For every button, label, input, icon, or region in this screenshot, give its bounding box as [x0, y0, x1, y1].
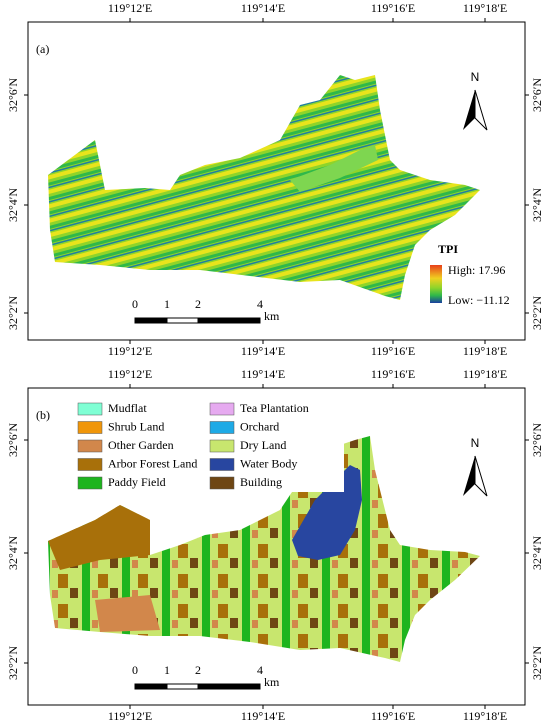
- legend-label: Dry Land: [240, 438, 286, 452]
- lat-label: 32°2′N: [6, 646, 20, 680]
- legend-label: Building: [240, 475, 282, 489]
- lon-label: 119°14′E: [241, 367, 285, 381]
- legend-swatch: [77, 402, 103, 416]
- legend-swatch: [77, 421, 103, 434]
- legend-label: Orchard: [240, 419, 279, 433]
- scale-bar: [134, 683, 168, 690]
- scale-bar: [166, 683, 199, 690]
- scale-label: 2: [195, 297, 201, 311]
- tpi-ramp: [430, 265, 442, 303]
- legend-box: [72, 400, 344, 492]
- lon-label: 119°16′E: [371, 367, 415, 381]
- scale-label: 0: [132, 297, 138, 311]
- lon-label: 119°18′E: [463, 1, 507, 15]
- legend-label: Shrub Land: [108, 419, 164, 433]
- land-use-map: [48, 436, 480, 662]
- scale-bar: [166, 317, 199, 324]
- river: [290, 145, 378, 192]
- lat-label: 32°4′N: [6, 536, 20, 570]
- lon-label: 119°16′E: [371, 344, 415, 358]
- lat-label: 32°4′N: [530, 536, 544, 570]
- lon-label: 119°18′E: [463, 709, 507, 723]
- panel-label: (b): [36, 408, 50, 422]
- lat-label: 32°6′N: [530, 423, 544, 457]
- scale-label: 2: [195, 663, 201, 677]
- lon-label: 119°12′E: [108, 344, 152, 358]
- lon-label: 119°16′E: [371, 1, 415, 15]
- lat-label: 32°2′N: [530, 646, 544, 680]
- legend-swatch: [209, 439, 235, 453]
- lon-label: 119°12′E: [108, 709, 152, 723]
- scale-bar: [134, 317, 168, 324]
- legend-label: Paddy Field: [108, 475, 166, 489]
- lon-label: 119°12′E: [108, 1, 152, 15]
- scale-label: 0: [132, 663, 138, 677]
- legend-label: Other Garden: [108, 438, 174, 452]
- lon-label: 119°18′E: [463, 367, 507, 381]
- legend-swatch: [77, 439, 103, 453]
- lon-label: 119°16′E: [371, 709, 415, 723]
- lat-label: 32°6′N: [530, 78, 544, 112]
- lon-label: 119°18′E: [463, 344, 507, 358]
- legend-swatch: [209, 458, 235, 471]
- scale-unit: km: [264, 309, 280, 323]
- lon-label: 119°14′E: [241, 344, 285, 358]
- lon-label: 119°12′E: [108, 367, 152, 381]
- lon-label: 119°14′E: [241, 1, 285, 15]
- tpi-map: [48, 75, 480, 300]
- scale-unit: km: [264, 675, 280, 689]
- lat-label: 32°4′N: [6, 188, 20, 222]
- scale-label: 1: [164, 663, 170, 677]
- legend-swatch: [209, 402, 235, 416]
- legend-high: High: 17.96: [448, 263, 505, 277]
- scale-label: 4: [257, 663, 263, 677]
- lat-label: 32°2′N: [6, 296, 20, 330]
- legend-label: Mudflat: [108, 401, 147, 415]
- lat-label: 32°6′N: [6, 423, 20, 457]
- legend-label: Arbor Forest Land: [108, 456, 197, 470]
- scale-bar: [197, 317, 261, 324]
- panel-label: (a): [36, 42, 49, 56]
- lon-label: 119°14′E: [241, 709, 285, 723]
- water-body: [292, 465, 362, 560]
- legend-low: Low: −11.12: [448, 293, 510, 307]
- legend-swatch: [209, 476, 235, 490]
- north-label: N: [471, 70, 480, 84]
- scale-label: 4: [257, 297, 263, 311]
- frame: [27, 387, 526, 706]
- lat-label: 32°6′N: [6, 78, 20, 112]
- scale-label: 1: [164, 297, 170, 311]
- frame: [27, 21, 526, 341]
- legend-title: TPI: [438, 242, 458, 256]
- other-garden: [95, 595, 160, 632]
- legend-swatch: [77, 458, 103, 471]
- north-arrow: [463, 455, 488, 497]
- arbor-forest: [48, 505, 150, 570]
- legend-swatch: [209, 421, 235, 434]
- north-arrow: [463, 89, 488, 131]
- lat-label: 32°4′N: [530, 188, 544, 222]
- legend-swatch: [77, 476, 103, 490]
- north-label: N: [471, 436, 480, 450]
- legend-label: Tea Plantation: [240, 401, 309, 415]
- scale-bar: [197, 683, 261, 690]
- legend-label: Water Body: [240, 456, 297, 470]
- lat-label: 32°2′N: [530, 296, 544, 330]
